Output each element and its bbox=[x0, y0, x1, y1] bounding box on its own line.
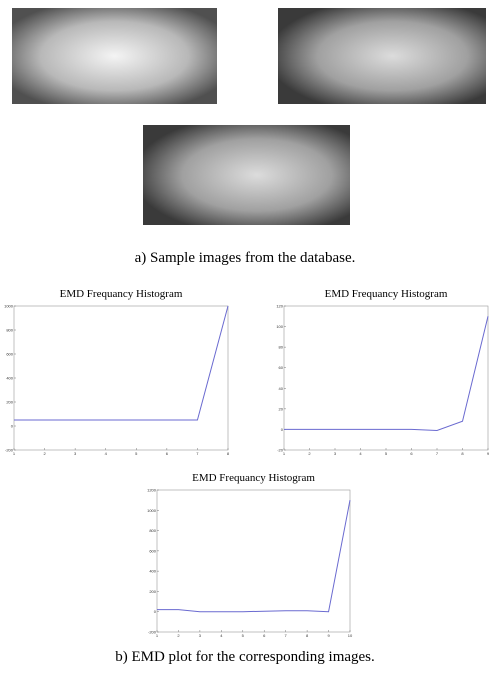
chart-title: EMD Frequancy Histogram bbox=[60, 288, 183, 300]
sample-image bbox=[278, 8, 486, 104]
y-tick-label: 120 bbox=[276, 304, 283, 309]
x-tick-label: 9 bbox=[327, 633, 330, 638]
y-tick-label: 40 bbox=[279, 386, 284, 391]
y-tick-label: 100 bbox=[276, 324, 283, 329]
y-tick-label: 400 bbox=[6, 376, 13, 381]
x-tick-label: 5 bbox=[242, 633, 245, 638]
plot-frame bbox=[13, 305, 229, 451]
x-tick-label: 2 bbox=[177, 633, 180, 638]
x-tick-label: 7 bbox=[436, 451, 439, 456]
x-tick-label: 8 bbox=[461, 451, 464, 456]
data-line bbox=[157, 500, 351, 613]
y-tick-label: -20 bbox=[277, 448, 284, 453]
data-line bbox=[284, 316, 489, 431]
y-tick-label: 400 bbox=[149, 569, 156, 574]
sample-image bbox=[12, 8, 217, 104]
y-tick-label: 600 bbox=[149, 548, 156, 553]
x-tick-label: 1 bbox=[13, 451, 16, 456]
y-tick-label: 0 bbox=[11, 424, 14, 429]
sample-image bbox=[143, 125, 350, 225]
x-tick-label: 1 bbox=[283, 451, 286, 456]
x-tick-label: 3 bbox=[74, 451, 77, 456]
x-tick-label: 2 bbox=[308, 451, 311, 456]
x-tick-label: 5 bbox=[385, 451, 388, 456]
y-tick-label: 800 bbox=[149, 528, 156, 533]
y-tick-label: 80 bbox=[279, 345, 284, 350]
y-tick-label: 600 bbox=[6, 352, 13, 357]
plot-frame bbox=[283, 305, 489, 451]
y-tick-label: 0 bbox=[154, 609, 157, 614]
x-tick-label: 10 bbox=[348, 633, 353, 638]
caption: a) Sample images from the database. bbox=[135, 250, 356, 266]
x-tick-label: 2 bbox=[43, 451, 46, 456]
x-tick-label: 3 bbox=[199, 633, 202, 638]
y-tick-label: 200 bbox=[6, 400, 13, 405]
chart-title: EMD Frequancy Histogram bbox=[192, 472, 315, 484]
x-tick-label: 4 bbox=[105, 451, 108, 456]
x-tick-label: 8 bbox=[227, 451, 230, 456]
caption: b) EMD plot for the corresponding images… bbox=[115, 649, 375, 665]
y-tick-label: 60 bbox=[279, 365, 284, 370]
y-tick-label: -200 bbox=[5, 448, 14, 453]
x-tick-label: 6 bbox=[263, 633, 266, 638]
x-tick-label: 9 bbox=[487, 451, 489, 456]
x-tick-label: 8 bbox=[306, 633, 309, 638]
x-tick-label: 7 bbox=[285, 633, 288, 638]
plot-frame bbox=[156, 489, 351, 633]
x-tick-label: 6 bbox=[166, 451, 169, 456]
y-tick-label: 1000 bbox=[147, 508, 157, 513]
y-tick-label: 200 bbox=[149, 589, 156, 594]
x-tick-label: 1 bbox=[156, 633, 159, 638]
y-tick-label: -200 bbox=[148, 630, 157, 635]
x-tick-label: 7 bbox=[196, 451, 199, 456]
y-tick-label: 1000 bbox=[4, 304, 14, 309]
y-tick-label: 1200 bbox=[147, 488, 157, 493]
data-line bbox=[14, 305, 229, 421]
x-tick-label: 5 bbox=[135, 451, 138, 456]
y-tick-label: 0 bbox=[281, 427, 284, 432]
x-tick-label: 3 bbox=[334, 451, 337, 456]
x-tick-label: 6 bbox=[410, 451, 413, 456]
y-tick-label: 20 bbox=[279, 406, 284, 411]
x-tick-label: 4 bbox=[359, 451, 362, 456]
x-tick-label: 4 bbox=[220, 633, 223, 638]
chart-title: EMD Frequancy Histogram bbox=[325, 288, 448, 300]
y-tick-label: 800 bbox=[6, 328, 13, 333]
